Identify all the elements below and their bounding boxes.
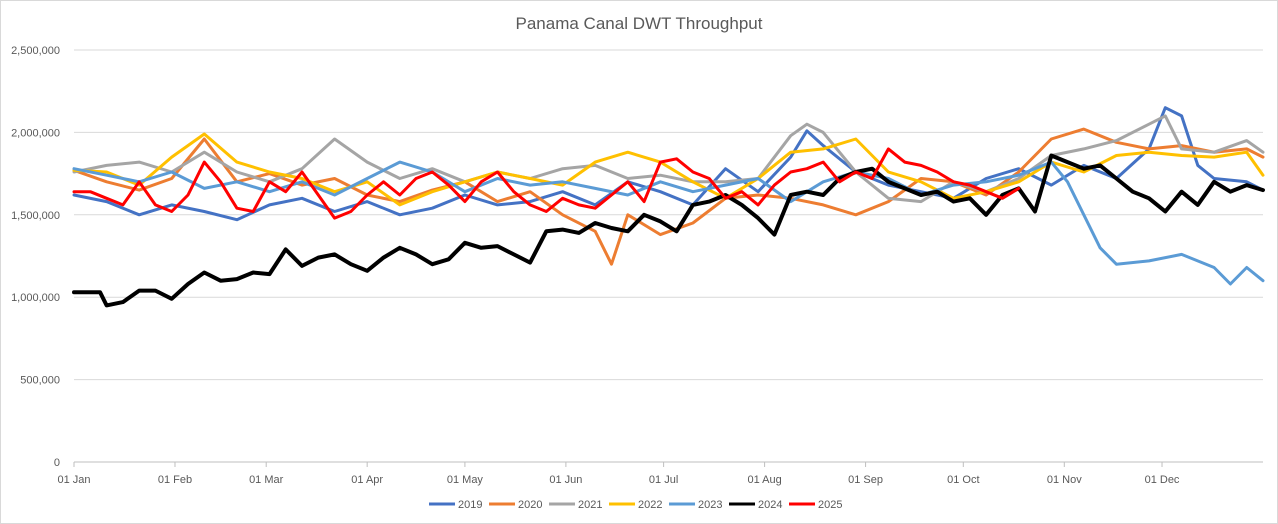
x-axis-ticks: 01 Jan 01 Feb 01 Mar 01 Apr 01 May 01 Jun 01 J…	[57, 462, 1180, 486]
x-tick-label: 01 Nov	[1047, 474, 1082, 486]
chart-title: Panama Canal DWT Throughput	[516, 14, 763, 33]
y-tick-label: 1,000,000	[11, 292, 60, 304]
x-tick-label: 01 Feb	[158, 474, 192, 486]
x-tick-label: 01 Dec	[1145, 474, 1180, 486]
x-tick-label: 01 May	[447, 474, 484, 486]
x-tick-label: 01 Jul	[649, 474, 678, 486]
series-line-2019	[72, 106, 1265, 222]
x-tick-label: 01 Jun	[549, 474, 582, 486]
legend-label-2020: 2020	[518, 499, 542, 511]
y-axis-ticks: 0 500,000 1,000,000 1,500,000 2,000,000 2,500…	[11, 45, 60, 469]
y-tick-label: 2,500,000	[11, 45, 60, 57]
series-line-2025	[72, 147, 1021, 220]
legend-label-2023: 2023	[698, 499, 722, 511]
x-tick-label: 01 Aug	[747, 474, 781, 486]
x-tick-label: 01 Jan	[57, 474, 90, 486]
y-tick-label: 0	[54, 457, 60, 469]
y-tick-label: 500,000	[20, 375, 60, 387]
legend-label-2021: 2021	[578, 499, 602, 511]
y-tick-label: 2,000,000	[11, 127, 60, 139]
x-tick-label: 01 Apr	[351, 474, 383, 486]
legend-label-2024: 2024	[758, 499, 782, 511]
series-lines	[72, 106, 1265, 308]
series-line-2024	[72, 153, 1265, 308]
legend-label-2019: 2019	[458, 499, 482, 511]
legend: 2019 2020 2021 2022 2023 2024 2025	[429, 499, 842, 511]
y-tick-label: 1,500,000	[11, 210, 60, 222]
x-tick-label: 01 Sep	[848, 474, 883, 486]
series-line-2022	[72, 132, 1265, 207]
series-line-2023	[72, 160, 1265, 286]
gridlines	[74, 49, 1263, 463]
legend-label-2022: 2022	[638, 499, 662, 511]
x-tick-label: 01 Mar	[249, 474, 284, 486]
legend-label-2025: 2025	[818, 499, 842, 511]
x-tick-label: 01 Oct	[947, 474, 979, 486]
